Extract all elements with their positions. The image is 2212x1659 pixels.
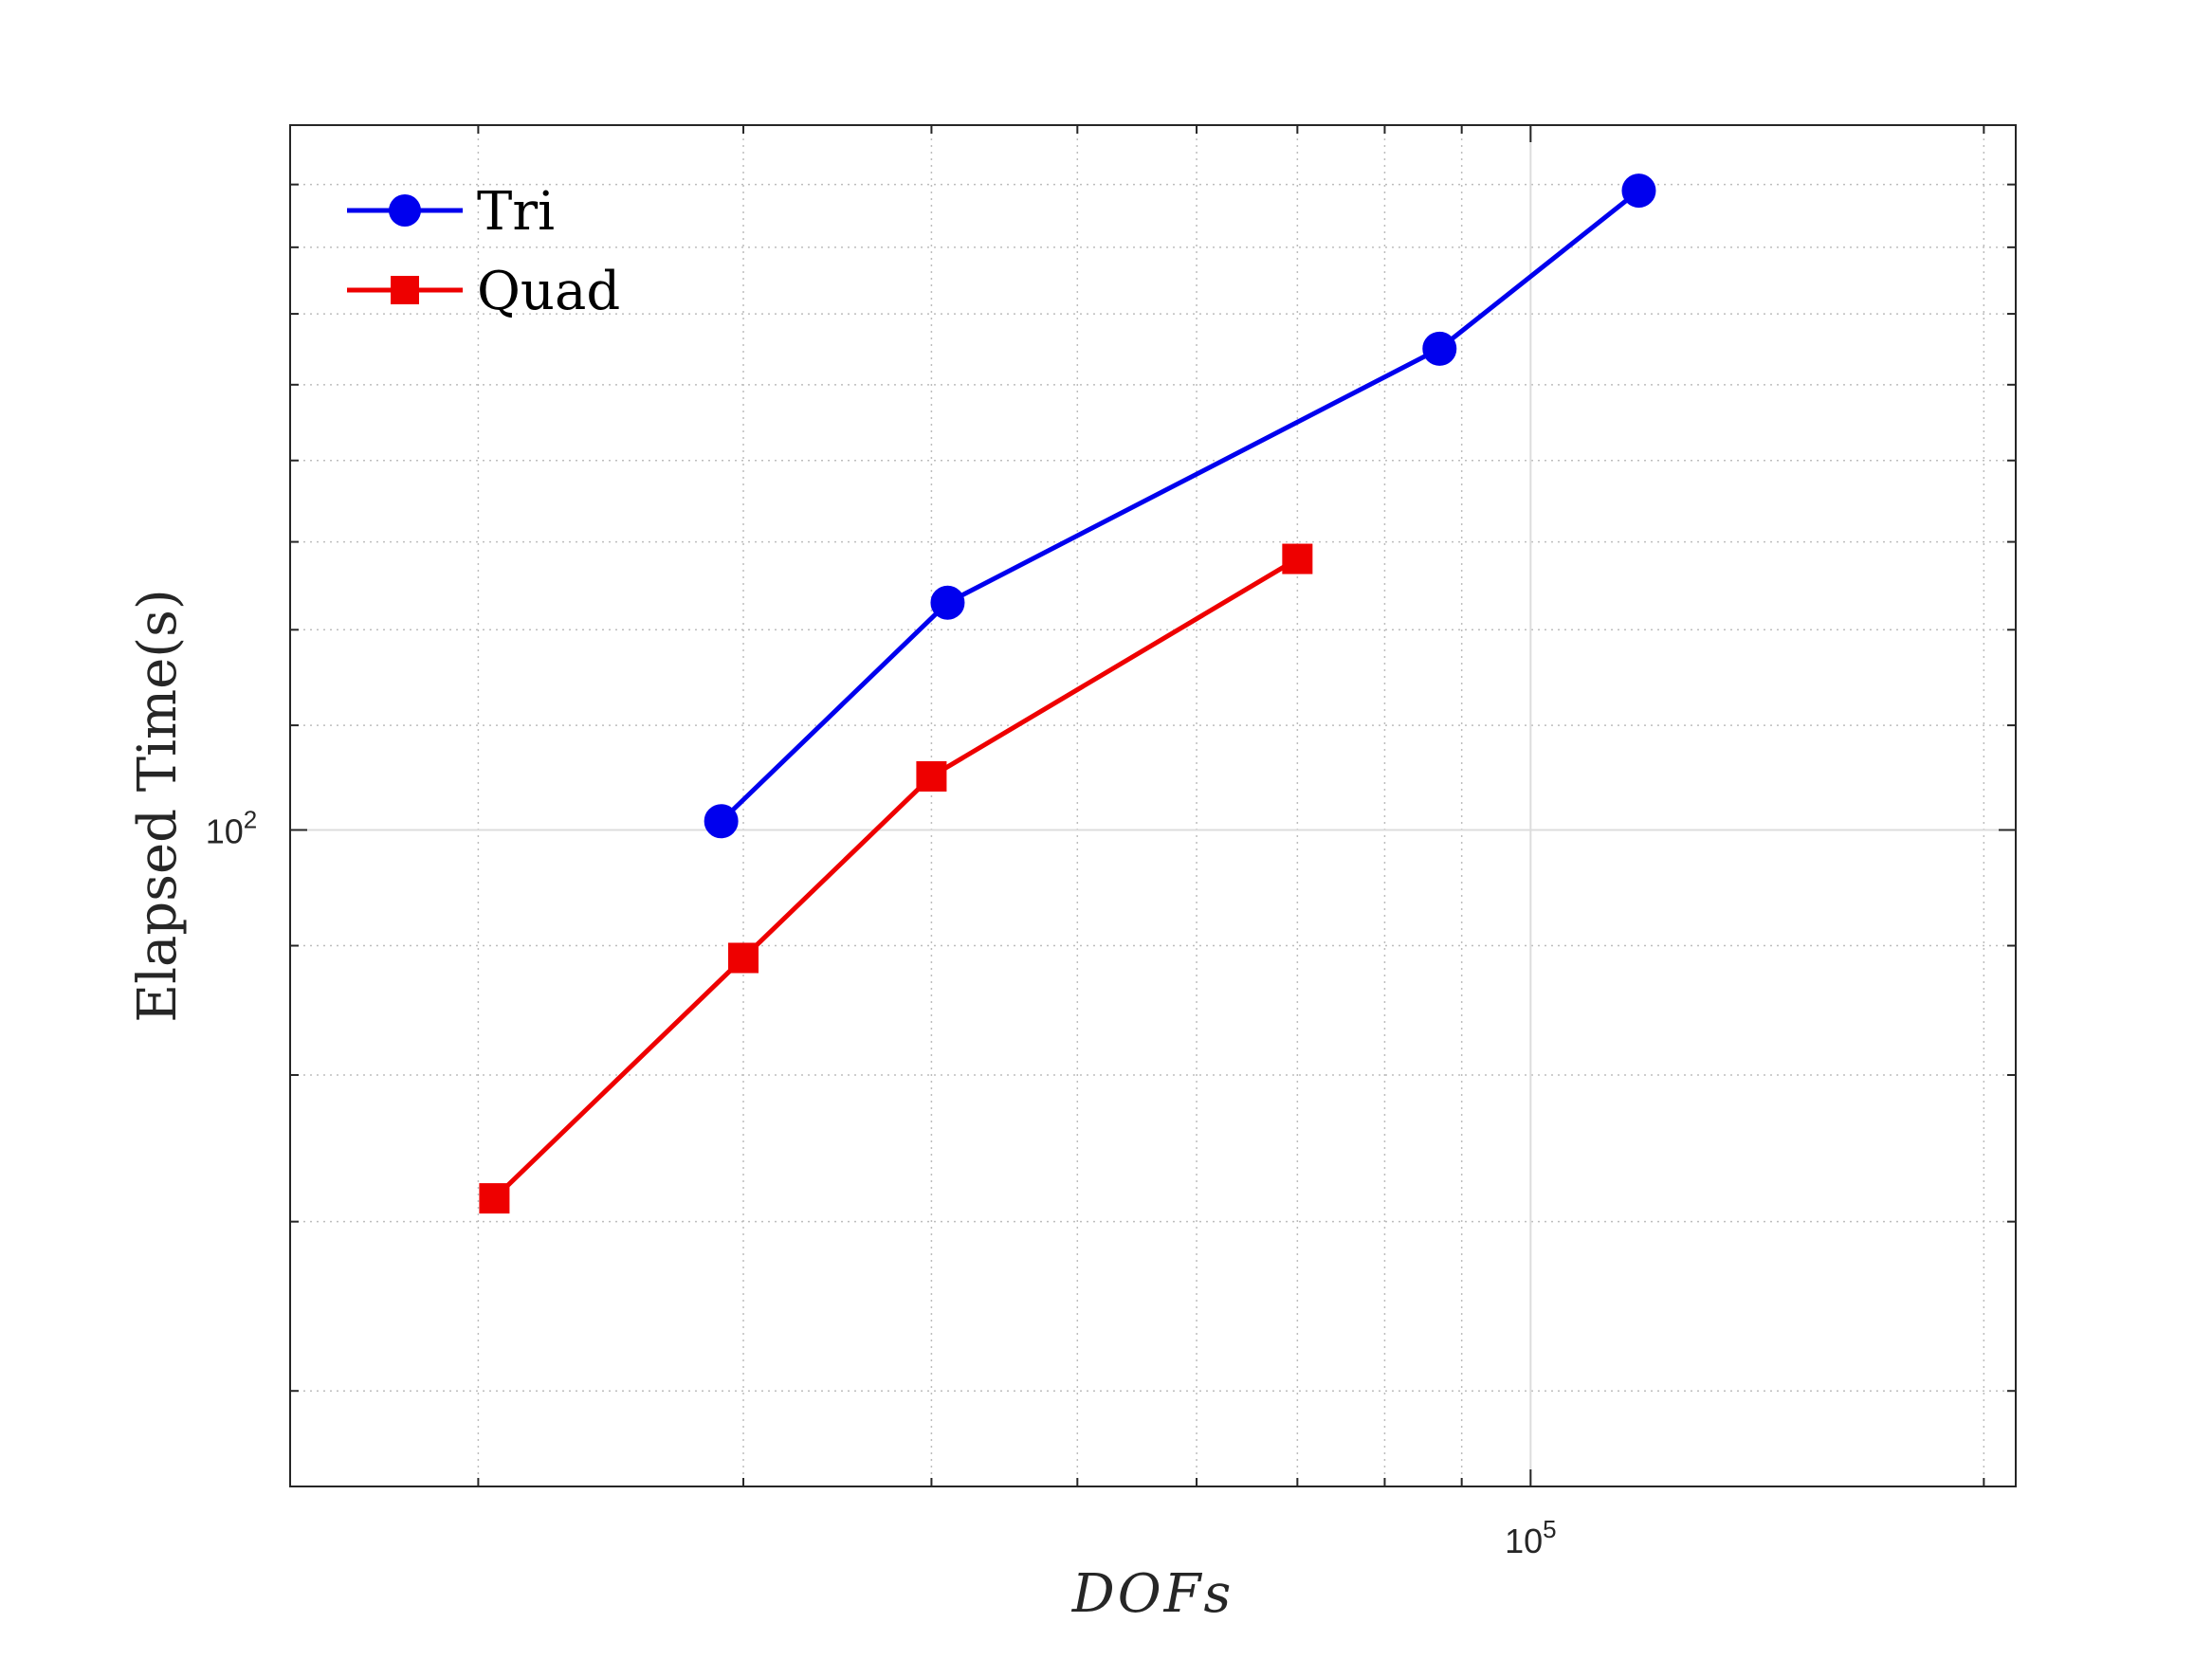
data-point xyxy=(1422,331,1457,366)
data-point xyxy=(479,1183,510,1214)
legend-label: Tri xyxy=(477,181,555,243)
x-axis-label: DOFs xyxy=(1071,1563,1234,1625)
data-point xyxy=(1282,543,1313,574)
legend-item-quad: Quad xyxy=(347,261,620,322)
minor-grid xyxy=(290,125,2016,1486)
series-line-quad xyxy=(492,556,1299,1200)
data-point xyxy=(728,942,759,974)
axis-ticks xyxy=(290,125,2016,1486)
data-point xyxy=(1621,173,1656,209)
major-grid xyxy=(290,125,2016,1486)
y-tick-label: 102 xyxy=(206,805,258,850)
data-point xyxy=(930,585,965,620)
y-axis-label: Elapsed Time(s) xyxy=(127,589,189,1023)
tick-labels: 105 102 xyxy=(206,805,1557,1560)
x-tick-label: 105 xyxy=(1505,1515,1557,1560)
plot-area xyxy=(289,124,2017,1487)
series-tri xyxy=(704,173,1656,839)
legend-label: Quad xyxy=(477,261,620,322)
series-quad xyxy=(479,543,1313,1214)
legend-marker xyxy=(391,276,419,304)
legend-marker xyxy=(389,194,421,227)
series-line-tri xyxy=(719,189,1641,824)
legend-item-tri: Tri xyxy=(347,181,555,243)
data-point xyxy=(916,760,947,792)
legend: Tri Quad xyxy=(347,181,620,322)
data-point xyxy=(704,804,739,839)
series-layer xyxy=(479,173,1656,1214)
